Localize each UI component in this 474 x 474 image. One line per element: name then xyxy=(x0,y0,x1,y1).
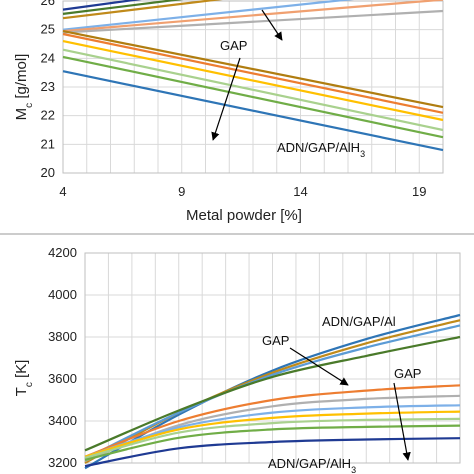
y-tick-label: 3200 xyxy=(48,455,77,470)
y-tick-label: 21 xyxy=(41,136,55,151)
y-axis-title: Tc [K] xyxy=(13,360,35,397)
series-line xyxy=(62,0,142,11)
series-line xyxy=(62,55,444,139)
series-line xyxy=(62,40,444,122)
chart-series xyxy=(62,0,444,152)
annotations: ADN/GAP/Al GAP GAP ADN/GAP/AlH3 xyxy=(262,314,421,474)
series-line xyxy=(84,404,461,458)
series-line xyxy=(62,0,355,31)
annotation-label: GAP xyxy=(262,333,289,348)
series-line xyxy=(62,9,444,34)
annotation-label: ADN/GAP/AlH3 xyxy=(277,140,365,159)
y-tick-label: 20 xyxy=(41,165,55,180)
annotation-label: GAP xyxy=(220,38,247,53)
series-line xyxy=(84,319,461,464)
series-line xyxy=(62,0,223,20)
annotation-arrow xyxy=(289,347,349,386)
series-line xyxy=(62,30,444,109)
annotation-label: ADN/GAP/Al xyxy=(322,314,396,329)
tick-labels: 20 21 22 23 24 25 26 4 9 14 19 xyxy=(41,0,427,199)
series-line xyxy=(84,324,461,460)
annotation-arrow xyxy=(393,382,411,461)
y-tick-label: 3600 xyxy=(48,371,77,386)
series-line xyxy=(62,70,444,152)
y-tick-label: 4000 xyxy=(48,287,77,302)
y-tick-label: 4200 xyxy=(48,245,77,260)
annotation-arrow xyxy=(211,57,241,141)
y-tick-label: 25 xyxy=(41,22,55,37)
series-line xyxy=(84,417,461,459)
series-line xyxy=(62,0,444,33)
y-tick-label: 22 xyxy=(41,108,55,123)
series-line xyxy=(84,437,461,468)
x-tick-label: 4 xyxy=(59,184,66,199)
series-line xyxy=(84,424,461,461)
y-axis-title: Mc [g/mol] xyxy=(13,54,35,121)
x-tick-label: 9 xyxy=(178,184,185,199)
y-tick-label: 23 xyxy=(41,79,55,94)
x-tick-label: 19 xyxy=(412,184,426,199)
series-line xyxy=(62,0,184,15)
annotation-arrow xyxy=(261,9,283,41)
molar-mass-chart: 20 21 22 23 24 25 26 4 9 14 19 Metal powder [%] Mc… xyxy=(13,0,444,224)
annotations: GAP ADN/GAP/AlH3 xyxy=(211,9,365,159)
x-axis-title: Metal powder [%] xyxy=(186,207,302,224)
y-tick-label: 24 xyxy=(41,50,55,65)
annotation-label: GAP xyxy=(394,366,421,381)
tick-labels: 3200 3400 3600 3800 4000 4200 xyxy=(48,245,77,470)
series-line xyxy=(62,32,444,114)
series-line xyxy=(84,410,461,458)
series-line xyxy=(62,48,444,132)
chart-series xyxy=(84,313,461,470)
y-tick-label: 26 xyxy=(41,0,55,8)
annotation-label: ADN/GAP/AlH3 xyxy=(268,456,356,474)
y-tick-label: 3400 xyxy=(48,413,77,428)
series-line xyxy=(84,335,461,452)
y-tick-label: 3800 xyxy=(48,329,77,344)
temperature-chart: 3200 3400 3600 3800 4000 4200 Tc [K] ADN/GAP/… xyxy=(13,245,461,474)
plot-area xyxy=(62,0,444,174)
plot-area xyxy=(84,252,461,464)
x-tick-label: 14 xyxy=(293,184,307,199)
